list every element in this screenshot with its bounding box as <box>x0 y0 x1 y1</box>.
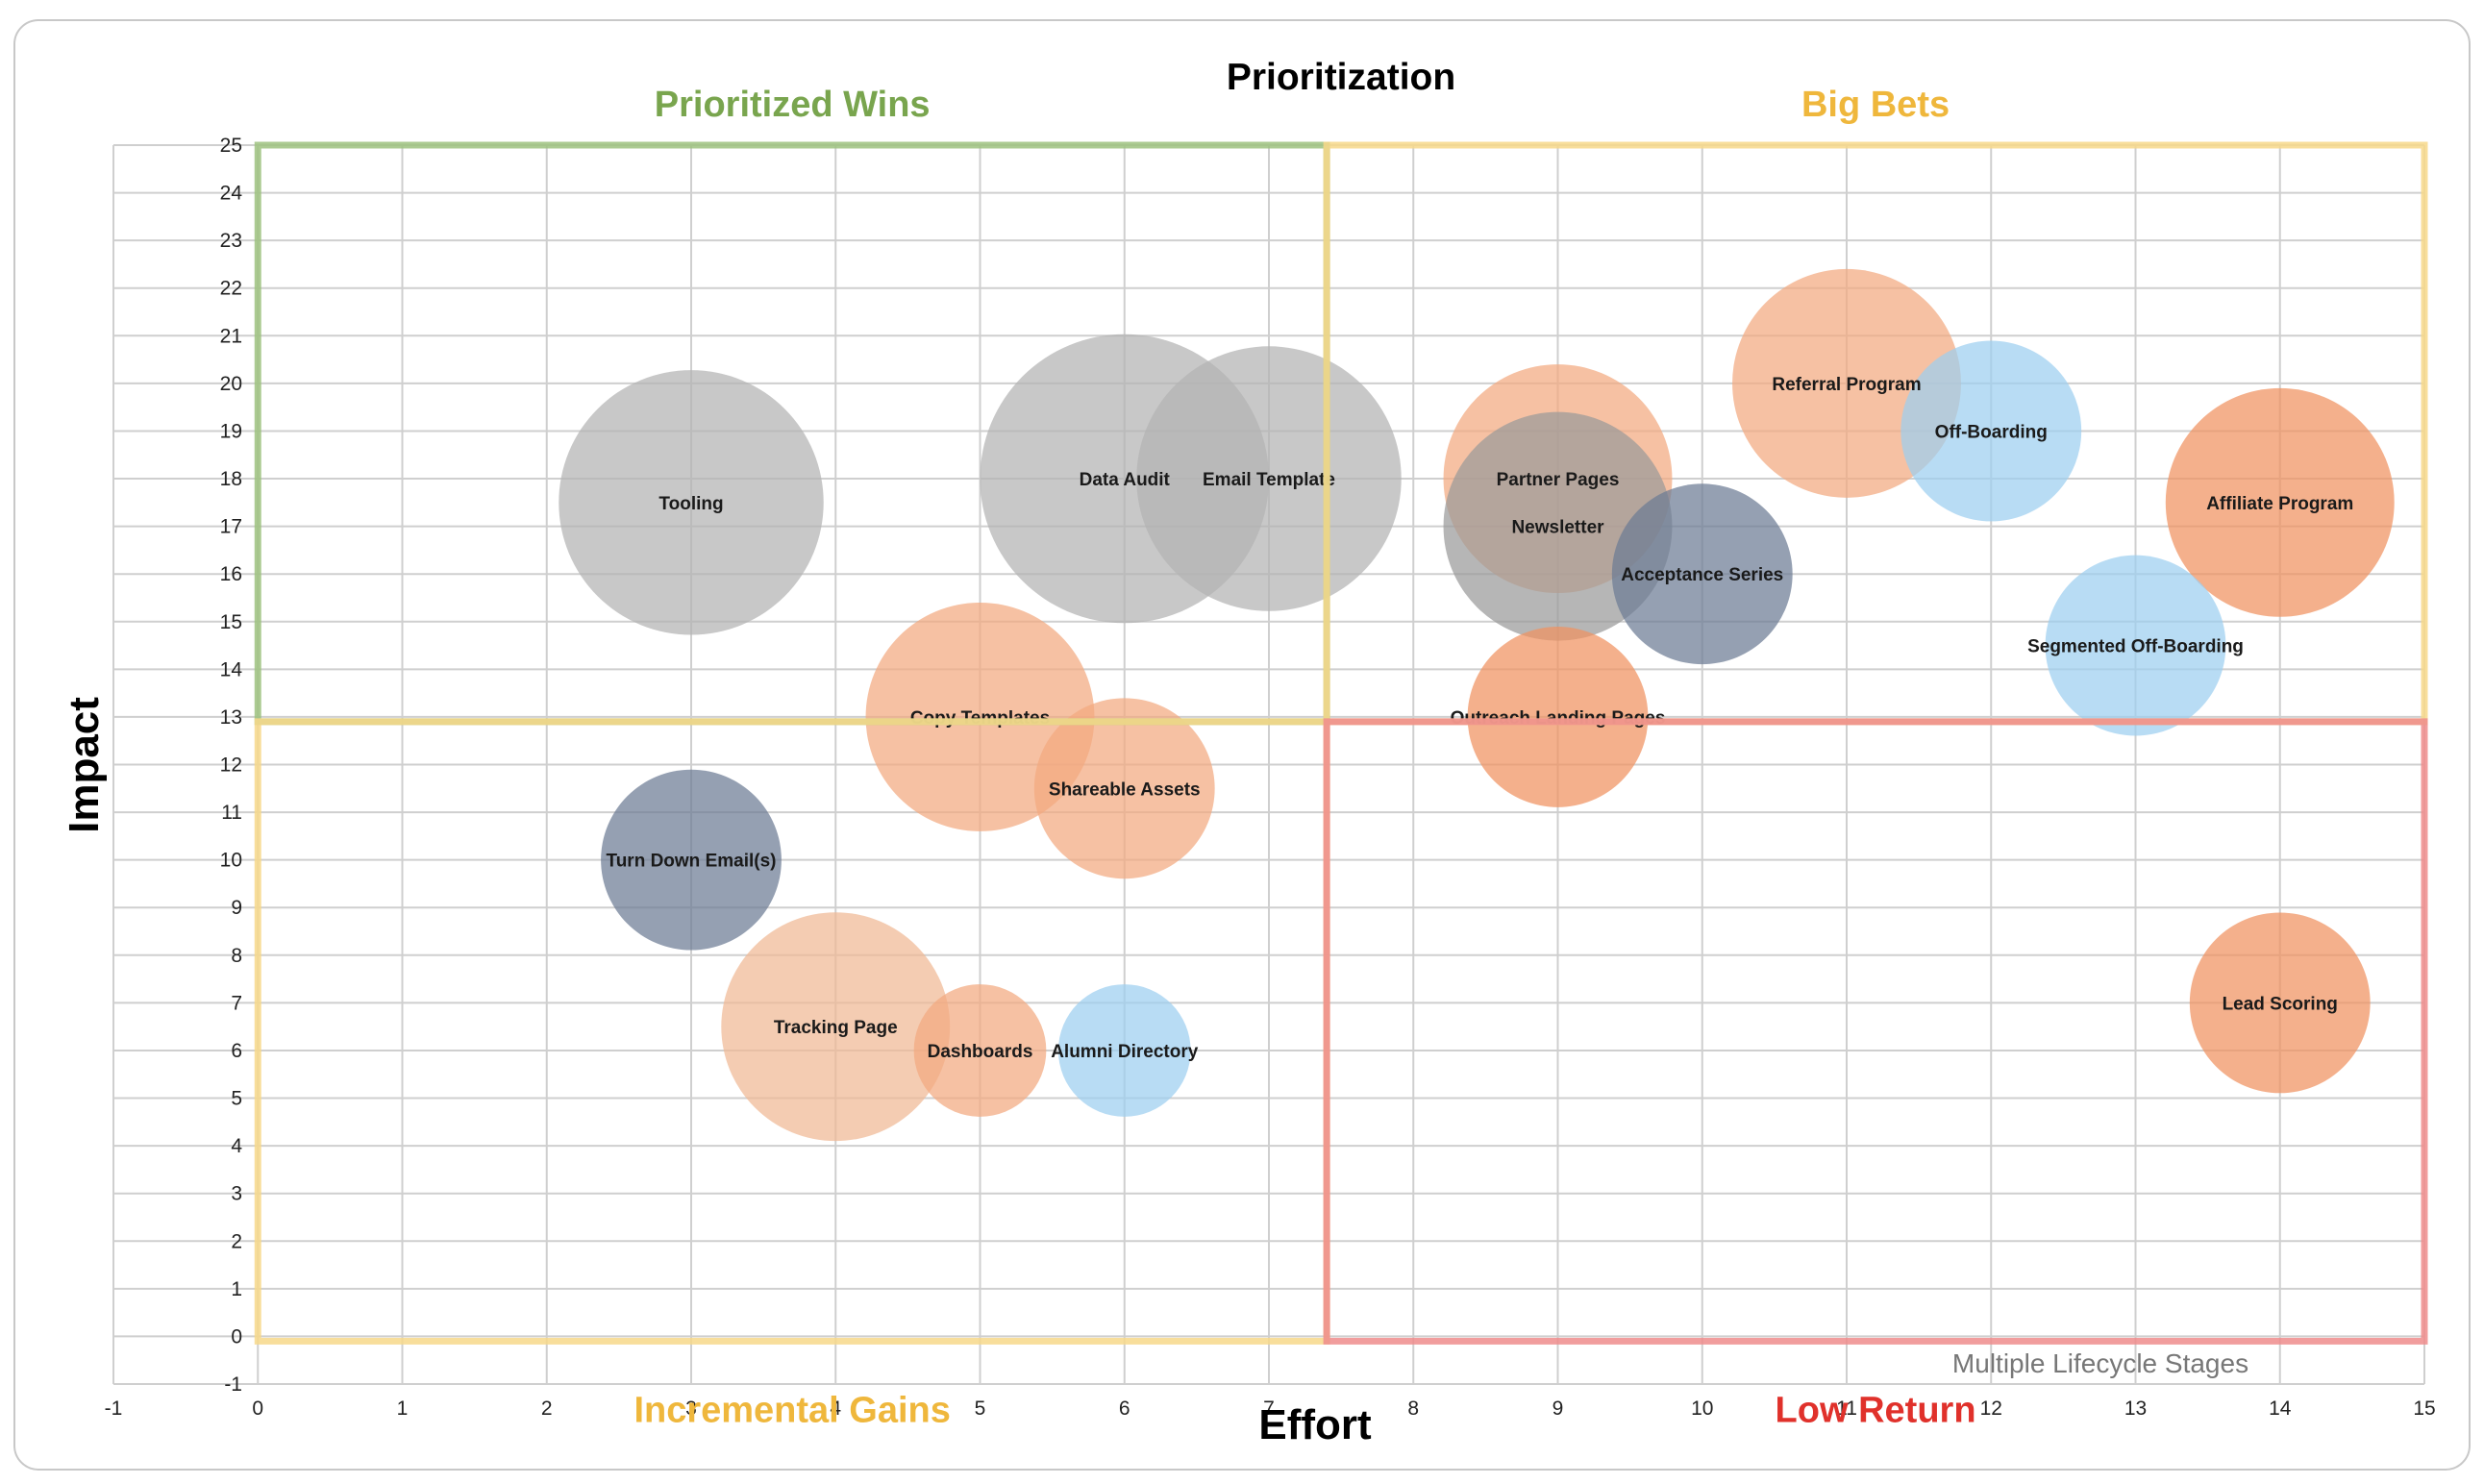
y-tick-label: 14 <box>220 658 243 680</box>
y-tick-label: 11 <box>221 802 242 824</box>
y-tick-label: 8 <box>231 945 242 967</box>
bubbles <box>559 268 2395 1142</box>
y-tick-label: 10 <box>220 850 242 872</box>
grid-lines <box>112 144 2425 1385</box>
bubble-label: Email Template <box>1203 470 1335 490</box>
bubble <box>1057 984 1191 1117</box>
y-tick-label: 13 <box>220 706 242 729</box>
quadrant-label: Low Return <box>1776 1390 1976 1430</box>
bubble-label: Off-Boarding <box>1935 422 2048 442</box>
y-tick-label: 19 <box>220 420 242 442</box>
bubble-label: Dashboards <box>928 1042 1033 1062</box>
y-tick-label: 9 <box>231 897 242 919</box>
quadrant-label: Big Bets <box>1801 85 1950 125</box>
y-tick-label: 25 <box>220 135 242 157</box>
bubble-label: Tooling <box>658 494 723 514</box>
bubble <box>2189 912 2371 1094</box>
y-tick-label: 18 <box>220 468 242 490</box>
y-tick-label: 17 <box>220 516 242 538</box>
bubble <box>1033 698 1215 879</box>
bubble-label: Referral Program <box>1772 375 1921 395</box>
y-tick-label: 4 <box>231 1135 242 1157</box>
y-tick-label: 1 <box>231 1278 242 1300</box>
bubble-label: Turn Down Email(s) <box>607 852 777 872</box>
quadrant-labels: Prioritized Wins Big Bets Incremental Gain… <box>633 85 1975 1430</box>
y-tick-label: 2 <box>231 1230 242 1252</box>
x-axis-title: Effort <box>1258 1401 1372 1448</box>
y-tick-label: 6 <box>231 1040 242 1062</box>
x-tick-label: 13 <box>2124 1397 2147 1420</box>
bubble <box>721 912 951 1142</box>
x-tick-label: 2 <box>541 1397 553 1420</box>
bubble-label: Data Audit <box>1080 470 1171 490</box>
x-tick-label: 11 <box>1836 1397 1857 1420</box>
x-tick-label: 12 <box>1980 1397 2002 1420</box>
bubble-label: Lead Scoring <box>2223 994 2338 1014</box>
y-tick-label: 21 <box>220 325 242 347</box>
bubble <box>2045 555 2226 736</box>
chart-frame <box>13 19 2471 1471</box>
bubble <box>1467 627 1649 807</box>
y-tick-label: -1 <box>224 1373 242 1396</box>
bubble <box>2165 387 2395 617</box>
chart-title: Prioritization <box>1227 57 1455 98</box>
axis-ticks: -1 0 1 2 3 4 5 6 7 8 9 10 11 12 13 14 15-101234567891011… <box>105 135 2436 1420</box>
y-tick-label: 15 <box>220 611 242 633</box>
bubble <box>1611 483 1793 665</box>
bubble-label: Acceptance Series <box>1621 565 1783 585</box>
y-tick-label: 12 <box>220 754 242 777</box>
x-tick-label: 0 <box>252 1397 263 1420</box>
quadrant-label: Prioritized Wins <box>655 85 931 125</box>
x-tick-label: 14 <box>2269 1397 2292 1420</box>
x-tick-label: 6 <box>1119 1397 1130 1420</box>
x-tick-label: 1 <box>397 1397 409 1420</box>
y-tick-label: 0 <box>231 1325 242 1348</box>
bubble <box>1136 346 1402 611</box>
bubble <box>559 370 824 635</box>
x-tick-label: -1 <box>105 1397 123 1420</box>
y-tick-label: 24 <box>220 183 243 205</box>
y-tick-label: 23 <box>220 230 242 252</box>
bubble-label: Alumni Directory <box>1051 1042 1199 1062</box>
bubble-label: Affiliate Program <box>2206 494 2353 514</box>
bubble-label: Newsletter <box>1511 518 1604 538</box>
y-tick-label: 7 <box>231 992 242 1014</box>
x-tick-label: 3 <box>685 1397 697 1420</box>
y-tick-label: 3 <box>231 1183 242 1205</box>
y-tick-label: 16 <box>220 563 242 585</box>
bubble-label: Shareable Assets <box>1049 779 1201 800</box>
x-tick-label: 5 <box>975 1397 986 1420</box>
watermark-text: Multiple Lifecycle Stages <box>1952 1348 2248 1378</box>
quadrant-label: Incremental Gains <box>633 1390 950 1430</box>
y-tick-label: 5 <box>231 1088 242 1110</box>
bubble <box>1900 340 2082 522</box>
y-tick-label: 22 <box>220 278 242 300</box>
bubble-label: Segmented Off-Boarding <box>2027 637 2244 657</box>
bubble-label: Partner Pages <box>1497 470 1620 490</box>
bubble <box>913 984 1047 1117</box>
x-tick-label: 15 <box>2413 1397 2435 1420</box>
x-tick-label: 7 <box>1263 1397 1275 1420</box>
y-tick-label: 20 <box>220 373 242 395</box>
x-tick-label: 10 <box>1691 1397 1713 1420</box>
bubble <box>601 769 782 951</box>
x-tick-label: 9 <box>1552 1397 1564 1420</box>
y-axis-title: Impact <box>61 697 108 833</box>
bubble-label: Tracking Page <box>774 1018 898 1038</box>
x-tick-label: 4 <box>830 1397 841 1420</box>
quadrant-boxes <box>254 141 2428 1345</box>
x-tick-label: 8 <box>1407 1397 1419 1420</box>
quadrant-box <box>1323 718 2428 1345</box>
